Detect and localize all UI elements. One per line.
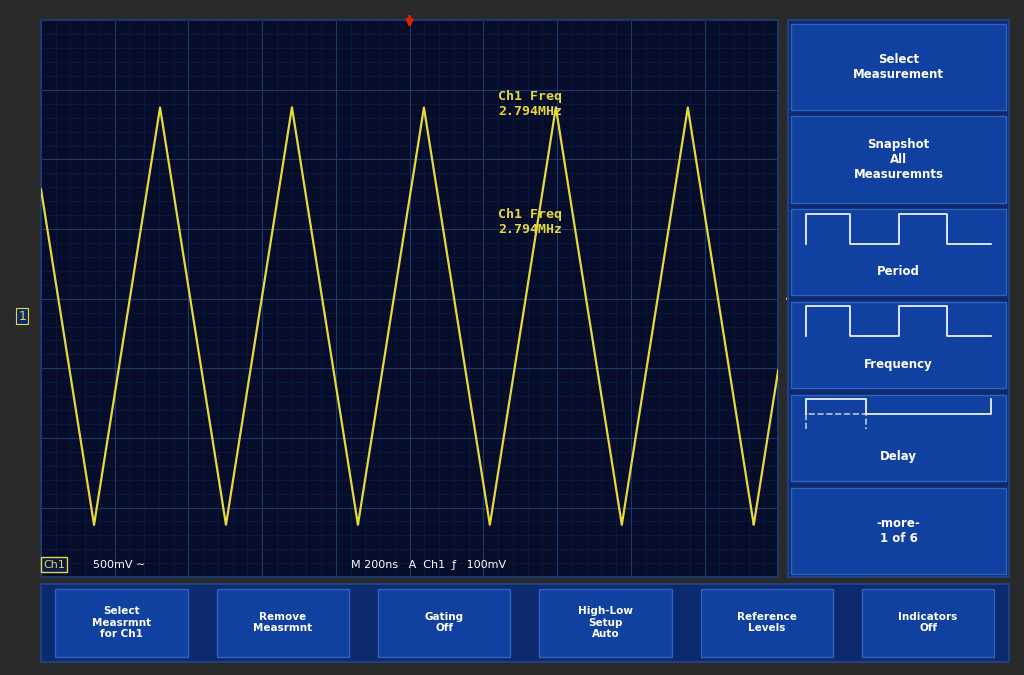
Text: ↕▼ 72.0000ns: ↕▼ 72.0000ns (373, 603, 453, 614)
Bar (792, 116, 1006, 202)
Bar (55, 589, 187, 657)
Bar (862, 589, 994, 657)
Text: Delay: Delay (880, 450, 918, 463)
Text: Gating
Off: Gating Off (425, 612, 464, 633)
Text: Select
Measurement: Select Measurement (853, 53, 944, 80)
Text: M 200ns   A  Ch1  ƒ   100mV: M 200ns A Ch1 ƒ 100mV (350, 560, 506, 570)
Bar (792, 395, 1006, 481)
Text: -more-
1 of 6: -more- 1 of 6 (877, 517, 921, 545)
Bar (792, 24, 1006, 110)
Text: Period: Period (878, 265, 920, 277)
Text: Select
Measrmnt
for Ch1: Select Measrmnt for Ch1 (92, 606, 152, 639)
Text: Frequency: Frequency (864, 358, 933, 371)
Bar (700, 589, 833, 657)
Text: 500mV ∼: 500mV ∼ (92, 560, 145, 570)
Text: Reference
Levels: Reference Levels (737, 612, 797, 633)
Text: Snapshot
All
Measuremnts: Snapshot All Measuremnts (854, 138, 943, 181)
Bar (792, 209, 1006, 296)
Text: Ch1: Ch1 (43, 560, 66, 570)
Bar (217, 589, 349, 657)
Text: Ch1 Freq
2.794MHz: Ch1 Freq 2.794MHz (498, 90, 562, 118)
Text: Remove
Measrmnt: Remove Measrmnt (253, 612, 312, 633)
Text: Ch1 Freq
2.794MHz: Ch1 Freq 2.794MHz (498, 208, 562, 236)
Bar (792, 487, 1006, 574)
Text: 1: 1 (18, 310, 27, 323)
Bar (792, 302, 1006, 388)
Text: High-Low
Setup
Auto: High-Low Setup Auto (578, 606, 633, 639)
Bar (378, 589, 510, 657)
Text: Indicators
Off: Indicators Off (898, 612, 957, 633)
Bar (540, 589, 672, 657)
